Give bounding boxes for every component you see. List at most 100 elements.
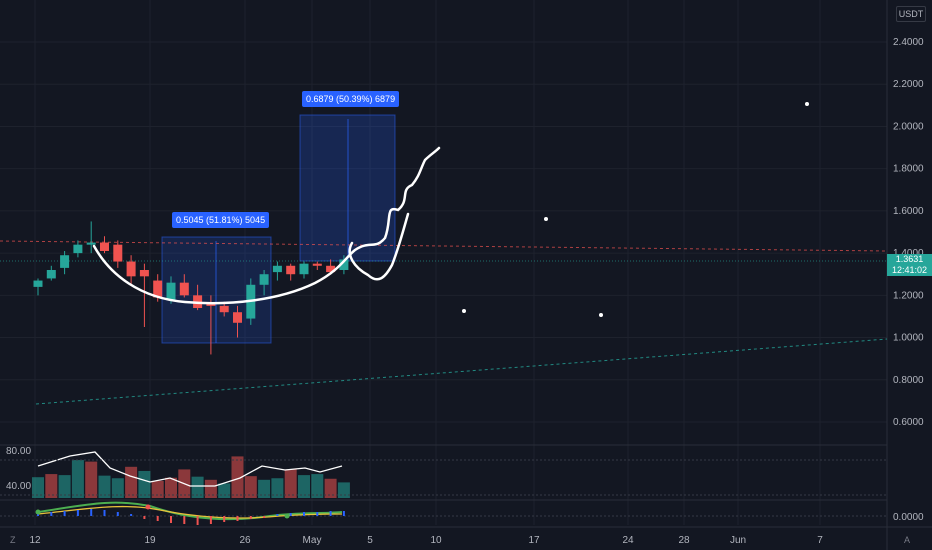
date-tick-label: 24: [622, 535, 634, 546]
timezone-toggle[interactable]: Z: [10, 535, 16, 545]
bar-countdown: 12:41:02: [891, 265, 928, 275]
osc-bar: [85, 461, 98, 498]
last-price-value: 1.3631: [895, 254, 924, 264]
osc-bar: [71, 460, 84, 498]
candle-body: [233, 312, 242, 323]
macd-hist-bar: [90, 509, 93, 516]
resistance-line: [0, 240, 888, 252]
macd-hist-bar: [263, 516, 266, 518]
price-tick-label: 2.4000: [893, 37, 924, 48]
macd-hist-bar: [183, 516, 186, 524]
price-tick-label: 1.4000: [893, 248, 924, 259]
marker-dot: [805, 102, 809, 106]
trend-lines: [0, 240, 888, 405]
price-tick-label: 0.8000: [893, 375, 924, 386]
marker-dot: [599, 313, 603, 317]
candle-body: [139, 270, 149, 277]
osc-bar: [324, 478, 337, 498]
price-tick-label: 1.2000: [893, 290, 924, 301]
candle-body: [166, 282, 176, 300]
macd-line: [37, 501, 343, 521]
date-tick-label: 5: [367, 535, 373, 546]
price-tick-label: 1.8000: [893, 164, 924, 175]
osc-bar: [284, 469, 297, 498]
measure-label-1: 0.5045 (51.81%) 5045: [172, 212, 270, 228]
macd-hist-bar: [170, 516, 172, 523]
candle-body: [312, 263, 322, 266]
macd-hist-bar: [316, 512, 319, 516]
date-tick-label: Jun: [730, 535, 746, 546]
osc-bar: [244, 476, 257, 498]
candle-body: [153, 280, 163, 298]
osc-bar: [151, 480, 164, 498]
measure-zones: [161, 114, 396, 344]
cup-drawing-loop: [348, 212, 410, 281]
osc-bar: [298, 475, 310, 498]
osc-tick-label: 40.00: [6, 481, 31, 492]
hand-drawing: [92, 146, 441, 305]
osc-bar: [311, 474, 324, 498]
macd-hist-bar: [76, 510, 79, 516]
date-tick-label: 26: [239, 535, 251, 546]
macd-hist-bar: [329, 511, 332, 516]
candle-body: [206, 303, 216, 306]
candle-body: [46, 270, 56, 279]
candle-body: [299, 263, 309, 275]
candle-body: [73, 244, 83, 254]
candle-body: [259, 274, 269, 285]
candle-body: [33, 280, 43, 287]
osc-bar: [125, 466, 138, 498]
macd-pane: 0.0000: [0, 501, 924, 525]
macd-hist-bar: [303, 512, 305, 516]
support-line: [35, 338, 888, 405]
marker-dot: [462, 309, 466, 313]
osc-bar: [337, 482, 350, 498]
candle-body: [113, 244, 123, 262]
measure-label-2: 0.6879 (50.39%) 6879: [302, 91, 400, 107]
date-axis: 12 19 26 May 5 10 17 24 28 Jun 7: [29, 535, 823, 546]
macd-hist-bar: [130, 514, 133, 516]
marker-dot: [544, 217, 548, 221]
macd-hist-bar: [196, 516, 199, 525]
date-tick-label: 7: [817, 535, 823, 546]
macd-hist-bar: [143, 516, 146, 519]
macd-hist-bar: [103, 510, 106, 516]
macd-hist-bar: [223, 516, 226, 522]
cross-dot: [35, 509, 41, 515]
macd-hist-bar: [289, 513, 292, 516]
osc-bar: [165, 477, 177, 498]
marker-dots: [462, 102, 809, 317]
price-axis: 2.4000 2.2000 2.0000 1.8000 1.6000 1.4000 1.20…: [893, 37, 924, 428]
candle-body: [339, 259, 349, 270]
date-tick-label: 28: [678, 535, 690, 546]
price-tick-label: 2.2000: [893, 79, 924, 90]
osc-bar: [204, 479, 217, 498]
date-tick-label: 19: [144, 535, 156, 546]
macd-hist-bar: [116, 512, 119, 516]
auto-scale-toggle[interactable]: A: [904, 535, 911, 545]
osc-bar: [191, 476, 204, 498]
candle-body: [179, 282, 189, 296]
candle-body: [60, 255, 70, 268]
date-tick-label: 12: [29, 535, 41, 546]
macd-hist-bar: [156, 516, 159, 521]
osc-bar: [231, 456, 244, 498]
macd-hist-bar: [50, 512, 53, 516]
macd-hist-bar: [63, 511, 66, 516]
candle-body: [86, 242, 96, 245]
osc-bar: [58, 475, 71, 498]
osc-bar: [45, 474, 58, 498]
candle-body: [286, 265, 296, 275]
date-tick-label: 10: [430, 535, 442, 546]
cup-drawing: [92, 146, 441, 305]
candle-body: [326, 265, 336, 273]
date-tick-label: 17: [528, 535, 540, 546]
candle-body: [219, 305, 229, 313]
cross-dot: [284, 513, 290, 519]
candle-body: [126, 261, 136, 277]
candle-body: [272, 265, 282, 273]
price-tick-label: 1.0000: [893, 333, 924, 344]
currency-unit-label[interactable]: USDT: [896, 6, 926, 22]
